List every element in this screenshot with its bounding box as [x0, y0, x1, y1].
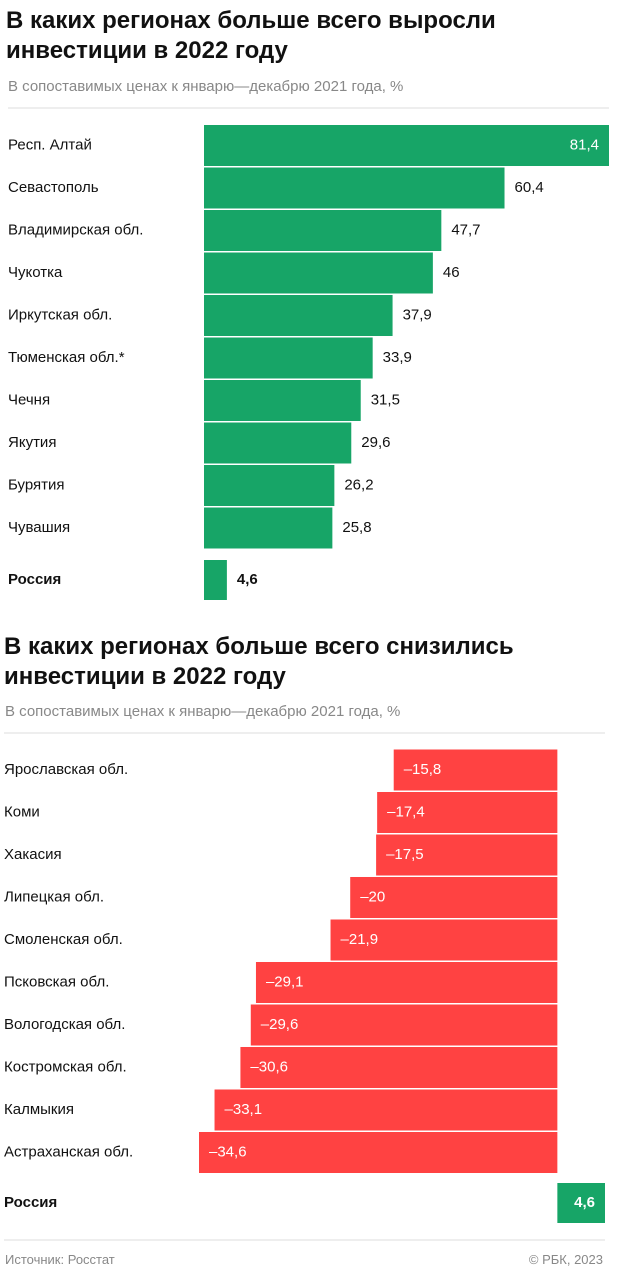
value-label: 60,4 — [515, 179, 544, 196]
value-label: 33,9 — [383, 349, 412, 366]
value-label: –30,6 — [250, 1058, 288, 1075]
category-label: Якутия — [8, 434, 56, 451]
value-label: –21,9 — [341, 931, 379, 948]
value-label: –15,8 — [404, 761, 442, 778]
value-label: 47,7 — [451, 221, 480, 238]
category-label: Иркутская обл. — [8, 306, 112, 323]
bar — [204, 507, 333, 549]
bar — [240, 1047, 558, 1088]
bar — [204, 210, 442, 251]
category-label: Вологодская обл. — [4, 1016, 125, 1033]
value-label: –29,1 — [266, 973, 304, 990]
value-label: 37,9 — [403, 306, 432, 323]
bar — [204, 465, 335, 506]
category-label: Костромская обл. — [4, 1058, 127, 1075]
bar — [204, 295, 393, 336]
bar — [204, 125, 609, 166]
bar — [204, 337, 373, 379]
category-label: Коми — [4, 803, 40, 820]
value-label: –29,6 — [261, 1016, 299, 1033]
bar — [199, 1132, 558, 1173]
bar — [350, 877, 558, 918]
category-label: Псковская обл. — [4, 973, 109, 990]
bar — [377, 792, 558, 833]
bar — [214, 1089, 558, 1131]
category-label: Чукотка — [8, 264, 63, 281]
bar — [557, 1183, 605, 1223]
bar — [204, 560, 227, 600]
value-label: 29,6 — [361, 434, 390, 451]
category-label: Астраханская обл. — [4, 1143, 133, 1160]
bar — [330, 919, 558, 961]
bar — [250, 1004, 558, 1046]
category-label: Калмыкия — [4, 1101, 74, 1118]
value-label: 25,8 — [342, 519, 371, 536]
value-label: 4,6 — [574, 1194, 595, 1211]
value-label: –34,6 — [209, 1143, 247, 1160]
bar — [204, 252, 433, 294]
category-label: Севастополь — [8, 179, 99, 196]
value-label: 4,6 — [237, 571, 258, 588]
category-label: Хакасия — [4, 846, 62, 863]
value-label: 81,4 — [570, 136, 599, 153]
copyright: © РБК, 2023 — [528, 1252, 603, 1267]
category-label: Смоленская обл. — [4, 931, 123, 948]
value-label: –17,4 — [387, 803, 425, 820]
category-label: Респ. Алтай — [8, 136, 92, 153]
category-label: Бурятия — [8, 476, 65, 493]
category-label: Тюменская обл.* — [8, 349, 125, 366]
chart-title: В каких регионах больше всего выросли ин… — [6, 7, 496, 64]
category-label: Владимирская обл. — [8, 221, 143, 238]
value-label: –17,5 — [386, 846, 424, 863]
category-label: Чувашия — [8, 519, 70, 536]
chart-subtitle: В сопоставимых ценах к январю—декабрю 20… — [8, 78, 404, 95]
category-label: Россия — [4, 1194, 57, 1211]
bar — [376, 834, 558, 876]
category-label: Чечня — [8, 391, 50, 408]
source: Источник: Росстат — [5, 1252, 115, 1267]
bar — [393, 749, 558, 791]
bar — [204, 380, 361, 421]
chart-subtitle: В сопоставимых ценах к январю—декабрю 20… — [5, 703, 401, 720]
value-label: 26,2 — [344, 476, 373, 493]
value-label: –20 — [360, 888, 385, 905]
chart-title: В каких регионах больше всего снизились … — [4, 633, 514, 690]
value-label: –33,1 — [225, 1101, 263, 1118]
bar — [255, 962, 558, 1003]
bar — [204, 167, 505, 209]
value-label: 46 — [443, 264, 460, 281]
value-label: 31,5 — [371, 391, 400, 408]
bar — [204, 422, 352, 464]
category-label: Россия — [8, 571, 61, 588]
category-label: Ярославская обл. — [4, 761, 128, 778]
category-label: Липецкая обл. — [4, 888, 104, 905]
